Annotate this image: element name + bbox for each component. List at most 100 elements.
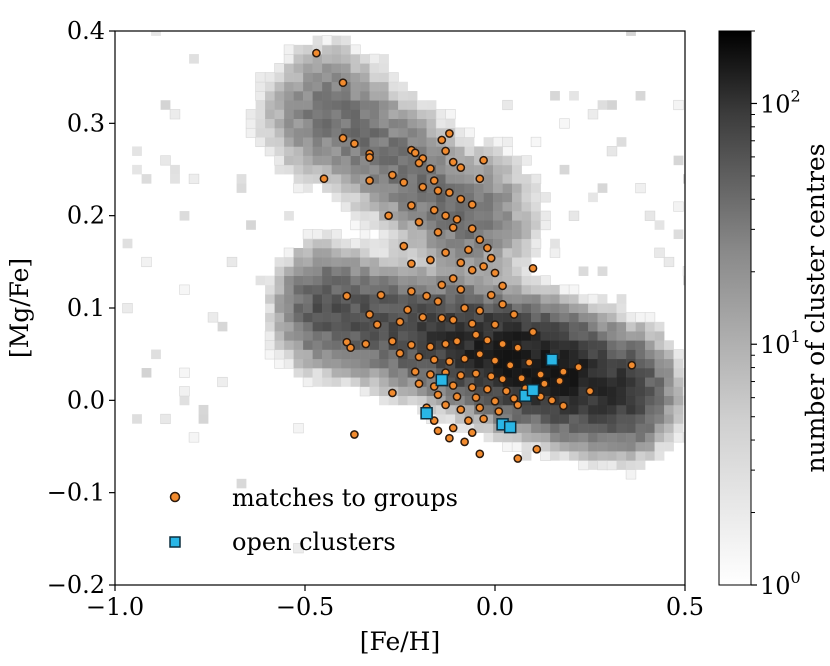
heatmap-cell (445, 201, 456, 212)
heatmap-cell (493, 238, 503, 249)
heatmap-cell (664, 404, 674, 415)
data-points (312, 48, 637, 463)
heatmap-cell (626, 404, 636, 415)
heatmap-cell (426, 321, 437, 332)
heatmap-cell (445, 395, 456, 406)
heatmap-cell (293, 349, 304, 360)
heatmap-cell (350, 174, 361, 184)
heatmap-cell (483, 358, 494, 369)
heatmap-cell (379, 266, 389, 276)
heatmap-cell (322, 229, 332, 240)
heatmap-cell (435, 118, 447, 129)
match-point (422, 291, 431, 301)
heatmap-cell (160, 413, 171, 425)
heatmap-cell (407, 238, 418, 249)
heatmap-cell (493, 349, 503, 360)
heatmap-cell (379, 174, 389, 184)
heatmap-cell (360, 275, 370, 286)
heatmap-cell (445, 331, 456, 341)
heatmap-cell (530, 136, 542, 148)
heatmap-cell (369, 238, 380, 249)
heatmap-cell (445, 368, 456, 378)
heatmap-cell (426, 238, 437, 249)
heatmap-cell (559, 294, 570, 304)
heatmap-cell (331, 312, 342, 323)
heatmap-cell (483, 303, 494, 313)
heatmap-cell (293, 358, 304, 369)
heatmap-cell (417, 257, 427, 267)
heatmap-cell (597, 312, 608, 323)
heatmap-cell (350, 192, 361, 203)
heatmap-cell (445, 174, 456, 184)
match-point (452, 392, 462, 401)
heatmap-cell (264, 330, 276, 341)
heatmap-cell (654, 321, 665, 332)
colorbar-tick-label: 100 (760, 568, 801, 600)
heatmap-cell (502, 238, 513, 249)
heatmap-cell (388, 91, 399, 101)
heatmap-cell (626, 423, 636, 433)
heatmap-cell (369, 201, 380, 212)
heatmap-cell (578, 340, 589, 350)
heatmap-cell (331, 284, 342, 295)
match-point (540, 379, 549, 389)
heatmap-cell (607, 414, 617, 424)
heatmap-cell (436, 146, 446, 156)
heatmap-cell (616, 349, 627, 360)
heatmap-cell (265, 109, 275, 120)
heatmap-cell (312, 146, 323, 156)
heatmap-cell (341, 331, 351, 341)
heatmap-cell (588, 451, 598, 461)
heatmap-cell (626, 331, 636, 341)
heatmap-cell (341, 377, 351, 387)
heatmap-cell (483, 395, 494, 406)
heatmap-cell (664, 368, 674, 378)
heatmap-cell (284, 127, 294, 138)
heatmap-cell (464, 377, 475, 387)
match-point (437, 280, 447, 290)
heatmap-cell (160, 100, 171, 110)
heatmap-cell (265, 118, 275, 129)
heatmap-cell (284, 340, 294, 350)
heatmap-cell (293, 63, 304, 73)
heatmap-cell (502, 312, 513, 323)
match-point (426, 255, 435, 265)
heatmap-cell (645, 451, 655, 461)
heatmap-cell (597, 321, 608, 332)
heatmap-cell (540, 284, 551, 295)
heatmap-cell (303, 368, 313, 378)
heatmap-cell (378, 229, 390, 240)
heatmap-cell (664, 432, 674, 443)
heatmap-cell (521, 423, 532, 433)
heatmap-cell (350, 127, 361, 138)
heatmap-cell (483, 257, 494, 267)
heatmap-cell (369, 275, 380, 286)
heatmap-cell (341, 275, 351, 286)
heatmap-cell (426, 284, 437, 295)
heatmap-cell (464, 294, 475, 304)
heatmap-cell (455, 395, 465, 406)
heatmap-cell (417, 201, 427, 212)
heatmap-cell (293, 127, 304, 138)
heatmap-cell (569, 368, 579, 378)
heatmap-cell (464, 220, 475, 230)
heatmap-cell (293, 321, 304, 332)
heatmap-cell (388, 192, 399, 203)
heatmap-cell (426, 118, 437, 129)
heatmap-cell (426, 266, 437, 276)
heatmap-cell (322, 72, 332, 83)
heatmap-cell (226, 256, 238, 268)
heatmap-cell (360, 247, 370, 258)
legend: matches to groups open clusters (169, 484, 458, 556)
heatmap-cell (426, 100, 437, 110)
heatmap-cell (274, 266, 285, 276)
heatmap-cell (388, 220, 399, 230)
heatmap-cell (502, 441, 513, 452)
heatmap-cell (369, 284, 380, 295)
heatmap-cell (379, 284, 389, 295)
heatmap-cell (303, 238, 313, 249)
heatmap-cell (635, 460, 646, 470)
heatmap-cell (464, 211, 475, 221)
heatmap-cell (132, 414, 142, 424)
match-point (498, 374, 507, 384)
